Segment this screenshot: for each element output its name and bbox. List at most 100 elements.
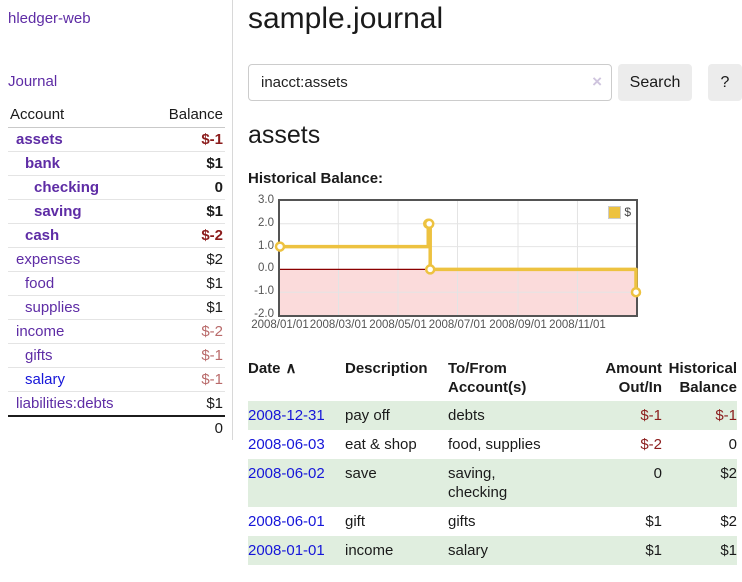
transaction-balance: $2 <box>720 465 737 482</box>
chart-title: Historical Balance: <box>248 170 384 187</box>
x-tick-label: 2008/09/01 <box>489 319 547 331</box>
page-title: sample.journal <box>248 2 444 35</box>
register-table: Date ∧ Description To/From Account(s) Amo… <box>248 357 737 565</box>
table-row: saving $1 <box>8 199 225 224</box>
account-column-header: Account <box>8 103 148 128</box>
date-column-header[interactable]: Date ∧ <box>248 360 297 377</box>
data-point-marker <box>274 241 286 252</box>
table-row: expenses $2 <box>8 247 225 272</box>
transaction-description: gift <box>345 513 366 530</box>
account-balance: $-1 <box>147 127 225 152</box>
x-tick-label: 2008/11/01 <box>549 319 606 331</box>
data-point-marker <box>423 218 435 230</box>
transaction-date-link[interactable]: 2008-06-02 <box>248 465 325 482</box>
transaction-balance: $1 <box>720 542 737 559</box>
account-balance: $-1 <box>147 367 225 392</box>
table-row: bank $1 <box>8 151 225 176</box>
legend-label: $ <box>624 205 631 219</box>
accounts-total-row: 0 <box>8 415 225 440</box>
account-balance: $-2 <box>147 319 225 344</box>
transaction-amount: $-1 <box>640 407 662 424</box>
table-row: 2008-12-31 pay off debts $-1 $-1 <box>248 401 737 430</box>
transaction-accounts: gifts <box>448 513 476 530</box>
account-page-title: assets <box>248 121 321 149</box>
accounts-total-value: 0 <box>147 415 225 440</box>
transaction-amount: 0 <box>653 465 662 482</box>
account-link-income[interactable]: income <box>16 323 65 340</box>
y-tick-label: -1.0 <box>254 285 274 298</box>
transaction-accounts: saving, checking <box>448 465 508 501</box>
clear-search-icon[interactable]: × <box>592 72 602 91</box>
account-balance: $1 <box>147 199 225 224</box>
description-column-header: Description <box>345 360 428 377</box>
app-title-link[interactable]: hledger-web <box>8 10 91 27</box>
account-link-expenses[interactable]: expenses <box>16 251 81 268</box>
table-row: supplies $1 <box>8 295 225 320</box>
historical-balance-chart: 3.0 2.0 1.0 0.0 -1.0 -2.0 $ 2008/01/01 2008/03… <box>248 194 642 333</box>
table-row: 2008-06-01 gift gifts $1 $2 <box>248 507 737 536</box>
table-row: liabilities:debts $1 <box>8 391 225 417</box>
search-input[interactable] <box>248 64 612 101</box>
account-table-header: Account Balance <box>8 103 225 128</box>
account-link-salary[interactable]: salary <box>25 371 66 388</box>
account-link-gifts[interactable]: gifts <box>25 347 53 364</box>
account-balance: $-2 <box>147 223 225 248</box>
table-row: assets $-1 <box>8 127 225 152</box>
account-link-food[interactable]: food <box>25 275 55 292</box>
x-tick-label: 2008/07/01 <box>428 319 487 331</box>
y-tick-label: 1.0 <box>258 239 274 252</box>
amount-column-header: Amount Out/In <box>605 360 662 396</box>
account-balance: $1 <box>147 391 225 417</box>
transaction-date-link[interactable]: 2008-06-01 <box>248 513 325 530</box>
main-content: sample.journal × Search ? assets Histori… <box>248 0 742 565</box>
y-tick-label: 2.0 <box>258 216 274 229</box>
sidebar-item-journal[interactable]: Journal <box>8 73 58 90</box>
account-link-cash[interactable]: cash <box>25 227 60 244</box>
transaction-accounts: debts <box>448 407 485 424</box>
account-balance: $-1 <box>147 343 225 368</box>
y-tick-label: 3.0 <box>258 194 274 206</box>
transaction-description: income <box>345 542 394 559</box>
account-balance: $2 <box>147 247 225 272</box>
transaction-accounts: salary <box>448 542 489 559</box>
transaction-balance: $-1 <box>715 407 737 424</box>
table-row: income $-2 <box>8 319 225 344</box>
account-link-assets[interactable]: assets <box>16 131 63 148</box>
account-link-checking[interactable]: checking <box>34 179 100 196</box>
transaction-amount: $1 <box>645 513 662 530</box>
table-row: salary $-1 <box>8 367 225 392</box>
data-point-marker <box>630 286 642 298</box>
chart-canvas <box>274 201 642 315</box>
account-link-bank[interactable]: bank <box>25 155 61 172</box>
account-balance: $1 <box>147 151 225 176</box>
table-row: 2008-01-01 income salary $1 $1 <box>248 536 737 565</box>
table-row: 2008-06-02 save saving, checking 0 $2 <box>248 459 737 507</box>
chart-x-axis-labels: 2008/01/01 2008/03/01 2008/05/01 2008/07/01… <box>251 317 640 333</box>
chart-y-axis-labels: 3.0 2.0 1.0 0.0 -1.0 -2.0 <box>248 194 274 320</box>
table-row: checking 0 <box>8 175 225 200</box>
transaction-date-link[interactable]: 2008-06-03 <box>248 436 325 453</box>
transaction-amount: $1 <box>645 542 662 559</box>
table-row: gifts $-1 <box>8 343 225 368</box>
x-tick-label: 2008/03/01 <box>309 319 368 331</box>
account-balance: $1 <box>147 295 225 320</box>
account-balance: $1 <box>147 271 225 296</box>
transaction-balance: 0 <box>728 436 737 453</box>
transaction-date-link[interactable]: 2008-12-31 <box>248 407 325 424</box>
y-tick-label: -2.0 <box>254 308 274 320</box>
transaction-description: pay off <box>345 407 390 424</box>
account-link-liabilities-debts[interactable]: liabilities:debts <box>16 395 114 412</box>
transaction-accounts: food, supplies <box>448 436 541 453</box>
search-form: × Search ? <box>248 64 742 101</box>
transaction-date-link[interactable]: 2008-01-01 <box>248 542 325 559</box>
transaction-description: eat & shop <box>345 436 417 453</box>
x-tick-label: 2008/05/01 <box>369 319 427 331</box>
account-link-supplies[interactable]: supplies <box>25 299 81 316</box>
search-button[interactable]: Search <box>618 64 692 101</box>
balance-column-header: Historical Balance <box>668 360 737 396</box>
account-link-saving[interactable]: saving <box>34 203 82 220</box>
chart-legend: $ <box>606 204 633 220</box>
balance-column-header: Balance <box>147 103 225 128</box>
account-balance-table: Account Balance assets $-1 bank $1 checkin… <box>8 103 225 440</box>
help-button[interactable]: ? <box>708 64 742 101</box>
